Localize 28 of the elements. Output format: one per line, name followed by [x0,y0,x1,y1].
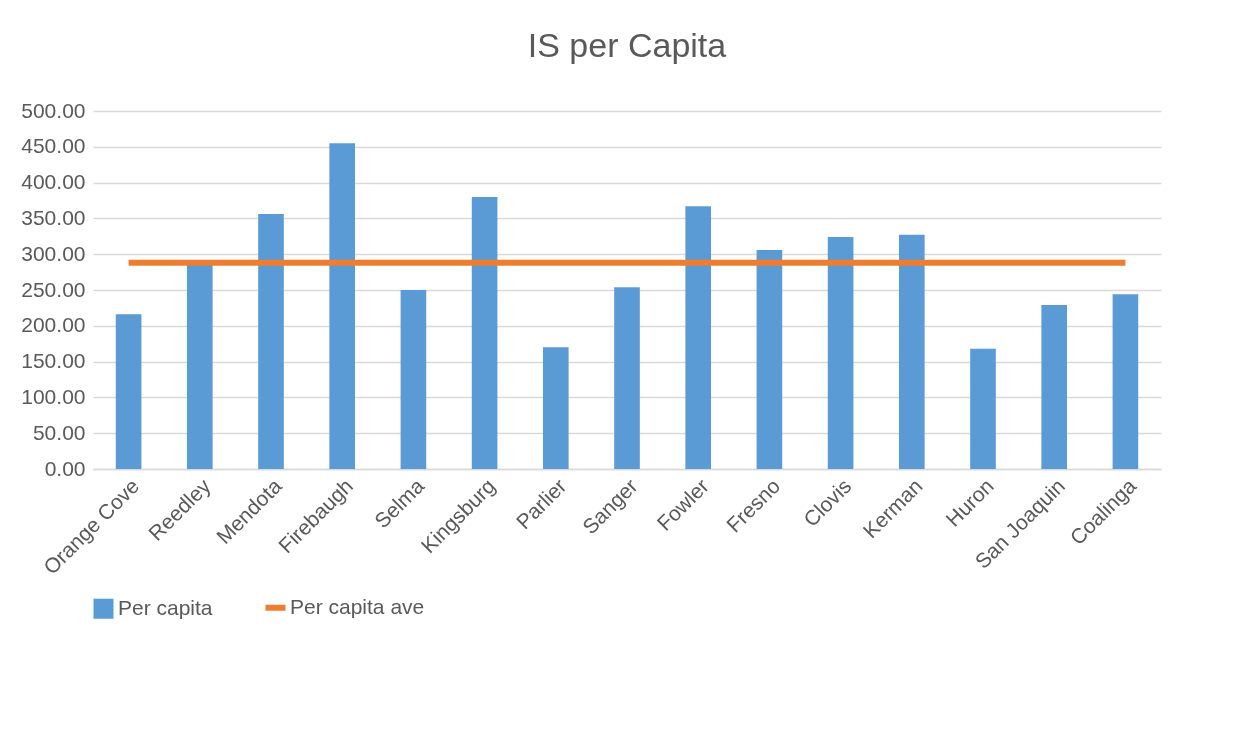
bar [685,206,712,469]
bar [1112,294,1139,469]
y-tick-label: 300.00 [21,241,86,265]
y-tick-label: 100.00 [21,384,86,408]
bar [970,348,996,469]
y-tick-label: 400.00 [21,170,86,194]
bar [756,249,783,469]
bar [898,234,925,469]
y-tick-label: 250.00 [21,277,86,301]
legend-label: Per capita ave [290,594,425,618]
bar [115,314,142,469]
bar [1041,305,1068,469]
bar [258,214,284,469]
y-tick-label: 50.00 [32,420,86,444]
chart-title: IS per Capita [527,26,727,64]
bar [329,143,356,469]
y-tick-label: 450.00 [21,134,86,158]
y-tick-label: 500.00 [21,98,86,122]
y-tick-label: 0.00 [44,456,86,480]
y-tick-label: 350.00 [21,205,86,229]
bar [471,196,498,469]
y-tick-label: 200.00 [21,313,86,337]
bar [400,290,427,469]
legend-label: Per capita [118,595,213,619]
bar [827,237,854,469]
bar [542,347,569,469]
bar [614,287,640,469]
y-tick-label: 150.00 [21,349,86,373]
